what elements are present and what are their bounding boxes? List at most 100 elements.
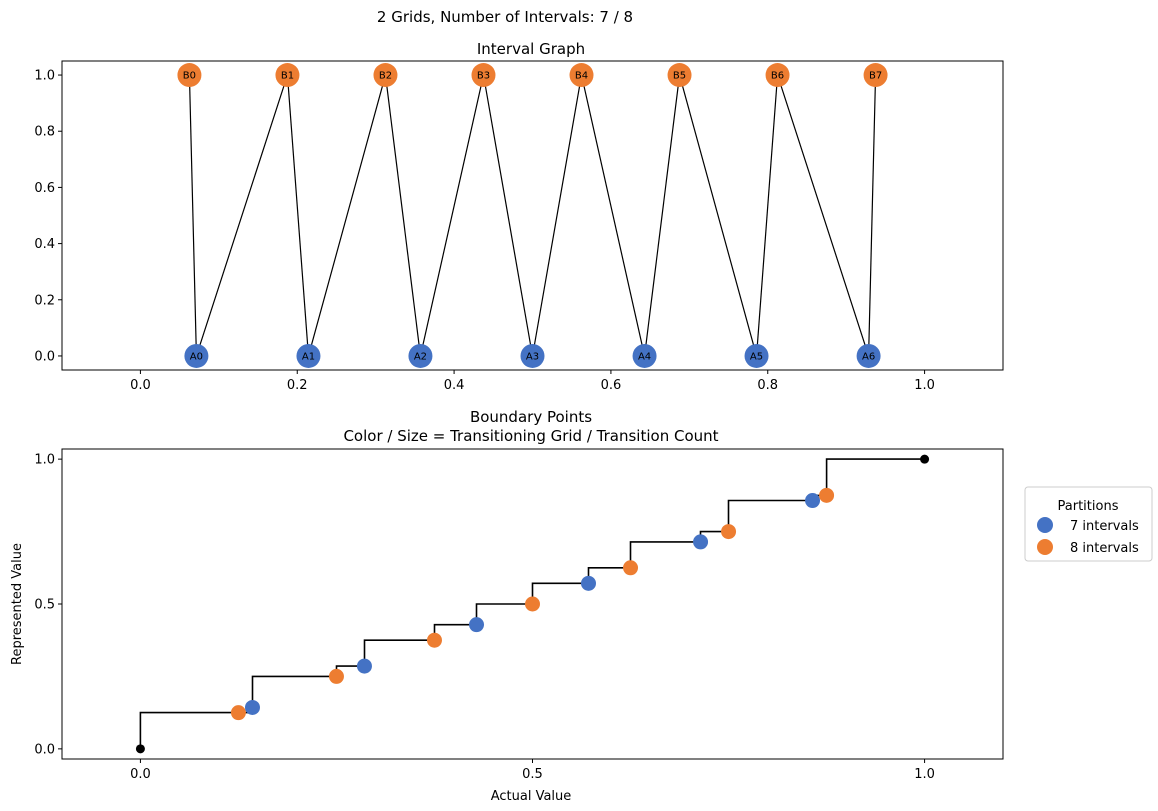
- node-label-b7: B7: [869, 71, 882, 82]
- interval-graph-frame: [61, 60, 1004, 371]
- interval-graph-xtick-label-0-6: 0.6: [601, 378, 622, 393]
- node-a5: [744, 343, 769, 368]
- boundary-point-3: [328, 668, 344, 684]
- node-a0: [184, 343, 209, 368]
- node-label-b4: B4: [575, 71, 588, 82]
- node-b6: [765, 63, 790, 88]
- boundary-point-14: [920, 454, 930, 464]
- boundary-points-ytick-label-1-0: 1.0: [34, 453, 55, 468]
- node-label-b3: B3: [477, 71, 490, 82]
- boundary-points-panel: Boundary Points Color / Size = Transitio…: [10, 408, 1153, 804]
- node-label-b6: B6: [771, 71, 784, 82]
- boundary-points-xtick-label-1-0: 1.0: [914, 767, 935, 782]
- boundary-points-ytick-label-0-0: 0.0: [34, 742, 55, 757]
- node-label-a4: A4: [638, 351, 651, 362]
- node-a3: [520, 343, 545, 368]
- edge-a1-b1: [286, 75, 310, 356]
- node-label-a0: A0: [190, 351, 203, 362]
- interval-graph-ytick-label-0-0: 0.0: [34, 349, 55, 364]
- edge-a5-b5: [678, 74, 758, 357]
- interval-graph-xtick-label-0-8: 0.8: [757, 378, 778, 393]
- interval-graph-ytick-label-0-2: 0.2: [34, 293, 55, 308]
- edge-a3-b3: [482, 74, 534, 357]
- interval-graph-ytick-label-0-4: 0.4: [34, 237, 55, 252]
- edge-a6-b7: [867, 75, 877, 356]
- node-b0: [177, 63, 202, 88]
- node-b5: [667, 63, 692, 88]
- boundary-point-6: [469, 617, 485, 633]
- node-label-a3: A3: [526, 351, 539, 362]
- interval-graph-title: Interval Graph: [477, 40, 585, 58]
- interval-graph-xtick-label-1-0: 1.0: [914, 378, 935, 393]
- boundary-points-xtick-label-0-0: 0.0: [130, 767, 151, 782]
- interval-graph-ytick-label-0-8: 0.8: [34, 125, 55, 140]
- node-a2: [408, 343, 433, 368]
- edge-a5-b6: [755, 75, 779, 356]
- node-a4: [632, 343, 657, 368]
- legend: Partitions 7 intervals 8 intervals: [1024, 486, 1153, 562]
- boundary-point-13: [819, 487, 835, 503]
- boundary-point-4: [356, 658, 372, 674]
- edge-a2-b3: [419, 74, 485, 357]
- boundary-point-10: [693, 534, 709, 550]
- boundary-points-frame: [61, 448, 1004, 760]
- interval-graph-edges: [188, 74, 877, 357]
- edge-a4-b4: [580, 74, 646, 357]
- node-b7: [863, 63, 888, 88]
- legend-label-7-intervals: 7 intervals: [1070, 519, 1139, 534]
- boundary-point-5: [426, 632, 442, 648]
- boundary-point-7: [525, 596, 540, 612]
- boundary-points-markers: [135, 454, 930, 754]
- node-b2: [373, 63, 398, 88]
- interval-graph-ytick-label-1-0: 1.0: [34, 69, 55, 84]
- node-label-a6: A6: [862, 351, 875, 362]
- edge-a4-b5: [643, 74, 681, 357]
- boundary-point-9: [623, 560, 639, 576]
- boundary-points-title: Boundary Points: [470, 408, 592, 426]
- legend-marker-7-intervals: [1037, 517, 1053, 533]
- node-label-b0: B0: [183, 71, 196, 82]
- edge-a2-b2: [384, 74, 422, 357]
- boundary-point-0: [135, 744, 145, 754]
- boundary-point-1: [230, 705, 246, 721]
- edge-a1-b2: [307, 74, 387, 357]
- node-b3: [471, 63, 496, 88]
- legend-box: [1024, 486, 1153, 562]
- edge-a6-b6: [776, 74, 870, 357]
- interval-graph-ytick-label-0-6: 0.6: [34, 181, 55, 196]
- node-b4: [569, 63, 594, 88]
- edge-a0-b0: [188, 75, 198, 356]
- interval-graph-ticks: 0.0 0.2 0.4 0.6 0.8 1.0 0.0 0.2 0.4 0.6 0.8 1.0: [34, 69, 935, 393]
- y-axis-label: Represented Value: [10, 543, 25, 665]
- interval-graph-panel: Interval Graph 0.0 0.2 0.4 0.6 0.8 1.00.00.20…: [34, 40, 1004, 393]
- interval-graph-xtick-label-0-0: 0.0: [130, 378, 151, 393]
- boundary-points-subtitle: Color / Size = Transitioning Grid / Tran…: [343, 427, 718, 445]
- x-axis-label: Actual Value: [491, 789, 572, 804]
- node-label-a2: A2: [414, 351, 427, 362]
- node-label-b5: B5: [673, 71, 686, 82]
- boundary-points-ytick-label-0-5: 0.5: [34, 598, 55, 613]
- node-a1: [296, 343, 321, 368]
- node-b1: [275, 63, 300, 88]
- edge-a0-b1: [195, 74, 289, 357]
- interval-graph-nodes: A0 A1 A2 A3 A4 A5 A6 B0 B1 B2 B3 B4 B5 B6 B7: [177, 63, 888, 368]
- node-label-b2: B2: [379, 71, 392, 82]
- legend-title: Partitions: [1058, 499, 1119, 514]
- node-label-a1: A1: [302, 351, 315, 362]
- node-label-a5: A5: [750, 351, 763, 362]
- figure-suptitle: 2 Grids, Number of Intervals: 7 / 8: [377, 8, 633, 26]
- boundary-point-12: [805, 493, 821, 509]
- interval-graph-xtick-label-0-2: 0.2: [287, 378, 308, 393]
- node-a6: [856, 343, 881, 368]
- legend-label-8-intervals: 8 intervals: [1070, 541, 1139, 556]
- boundary-point-11: [721, 524, 737, 540]
- interval-graph-xtick-label-0-4: 0.4: [444, 378, 465, 393]
- boundary-points-ticks: 0.0 0.5 1.0 0.0 0.5 1.0: [34, 453, 935, 782]
- boundary-point-8: [580, 575, 596, 591]
- boundary-points-xtick-label-0-5: 0.5: [522, 767, 543, 782]
- boundary-point-2: [244, 699, 260, 715]
- node-label-b1: B1: [281, 71, 294, 82]
- edge-a3-b4: [531, 74, 583, 357]
- legend-marker-8-intervals: [1037, 539, 1053, 555]
